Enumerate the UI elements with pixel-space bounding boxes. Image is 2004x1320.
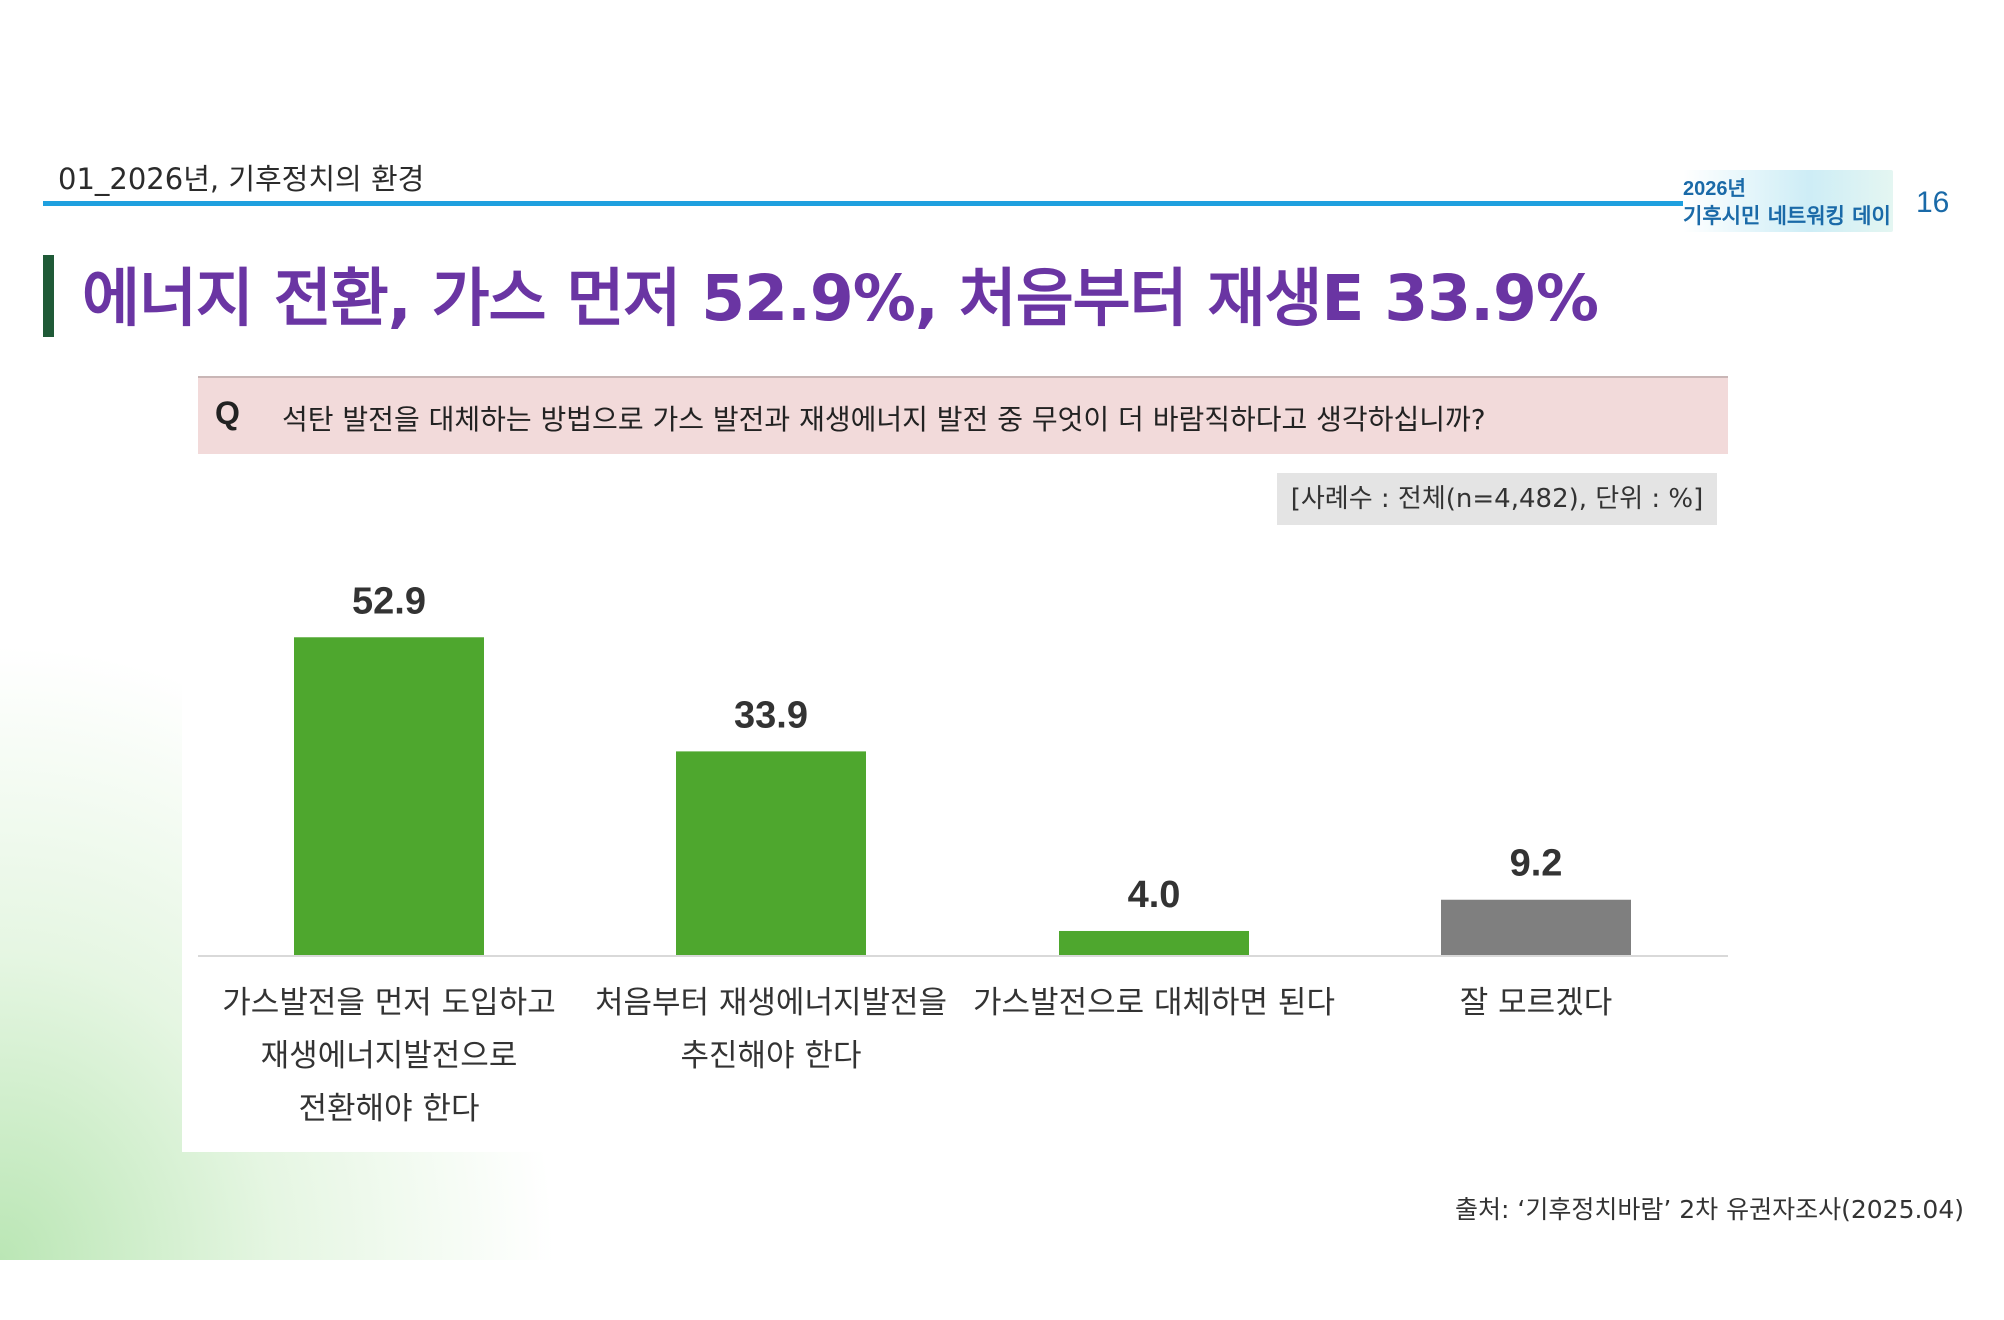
page-title: 에너지 전환, 가스 먼저 52.9%, 처음부터 재생E 33.9% bbox=[82, 262, 1599, 335]
title-accent-bar bbox=[43, 255, 54, 337]
category-label-line: 전환해야 한다 bbox=[298, 1091, 480, 1127]
category-label-line: 가스발전으로 대체하면 된다 bbox=[973, 985, 1335, 1021]
question-text: 석탄 발전을 대체하는 방법으로 가스 발전과 재생에너지 발전 중 무엇이 더… bbox=[282, 403, 1486, 436]
category-label-line: 재생에너지발전으로 bbox=[260, 1038, 518, 1074]
page-number: 16 bbox=[1916, 186, 1950, 219]
question-box: Q 석탄 발전을 대체하는 방법으로 가스 발전과 재생에너지 발전 중 무엇이… bbox=[198, 376, 1728, 454]
event-name: 기후시민 네트워킹 데이 bbox=[1683, 204, 1891, 228]
category-label-3: 가스발전으로 대체하면 된다 bbox=[934, 977, 1374, 1030]
category-label-line: 처음부터 재생에너지발전을 bbox=[594, 985, 948, 1021]
category-label-line: 추진해야 한다 bbox=[680, 1038, 862, 1074]
question-mark: Q bbox=[215, 395, 240, 431]
event-logo: 2026년 기후시민 네트워킹 데이 bbox=[1683, 170, 1893, 232]
section-label: 01_2026년, 기후정치의 환경 bbox=[58, 162, 425, 196]
sample-size-note: [사례수 : 전체(n=4,482), 단위 : %] bbox=[1277, 473, 1717, 525]
category-label-4: 잘 모르겠다 bbox=[1316, 977, 1756, 1030]
section-divider bbox=[43, 201, 1683, 206]
category-label-line: 가스발전을 먼저 도입하고 bbox=[222, 985, 556, 1021]
category-label-line: 잘 모르겠다 bbox=[1459, 985, 1613, 1021]
event-year: 2026년 bbox=[1683, 178, 1746, 200]
source-note: 출처: ‘기후정치바람’ 2차 유권자조사(2025.04) bbox=[1455, 1195, 1964, 1224]
